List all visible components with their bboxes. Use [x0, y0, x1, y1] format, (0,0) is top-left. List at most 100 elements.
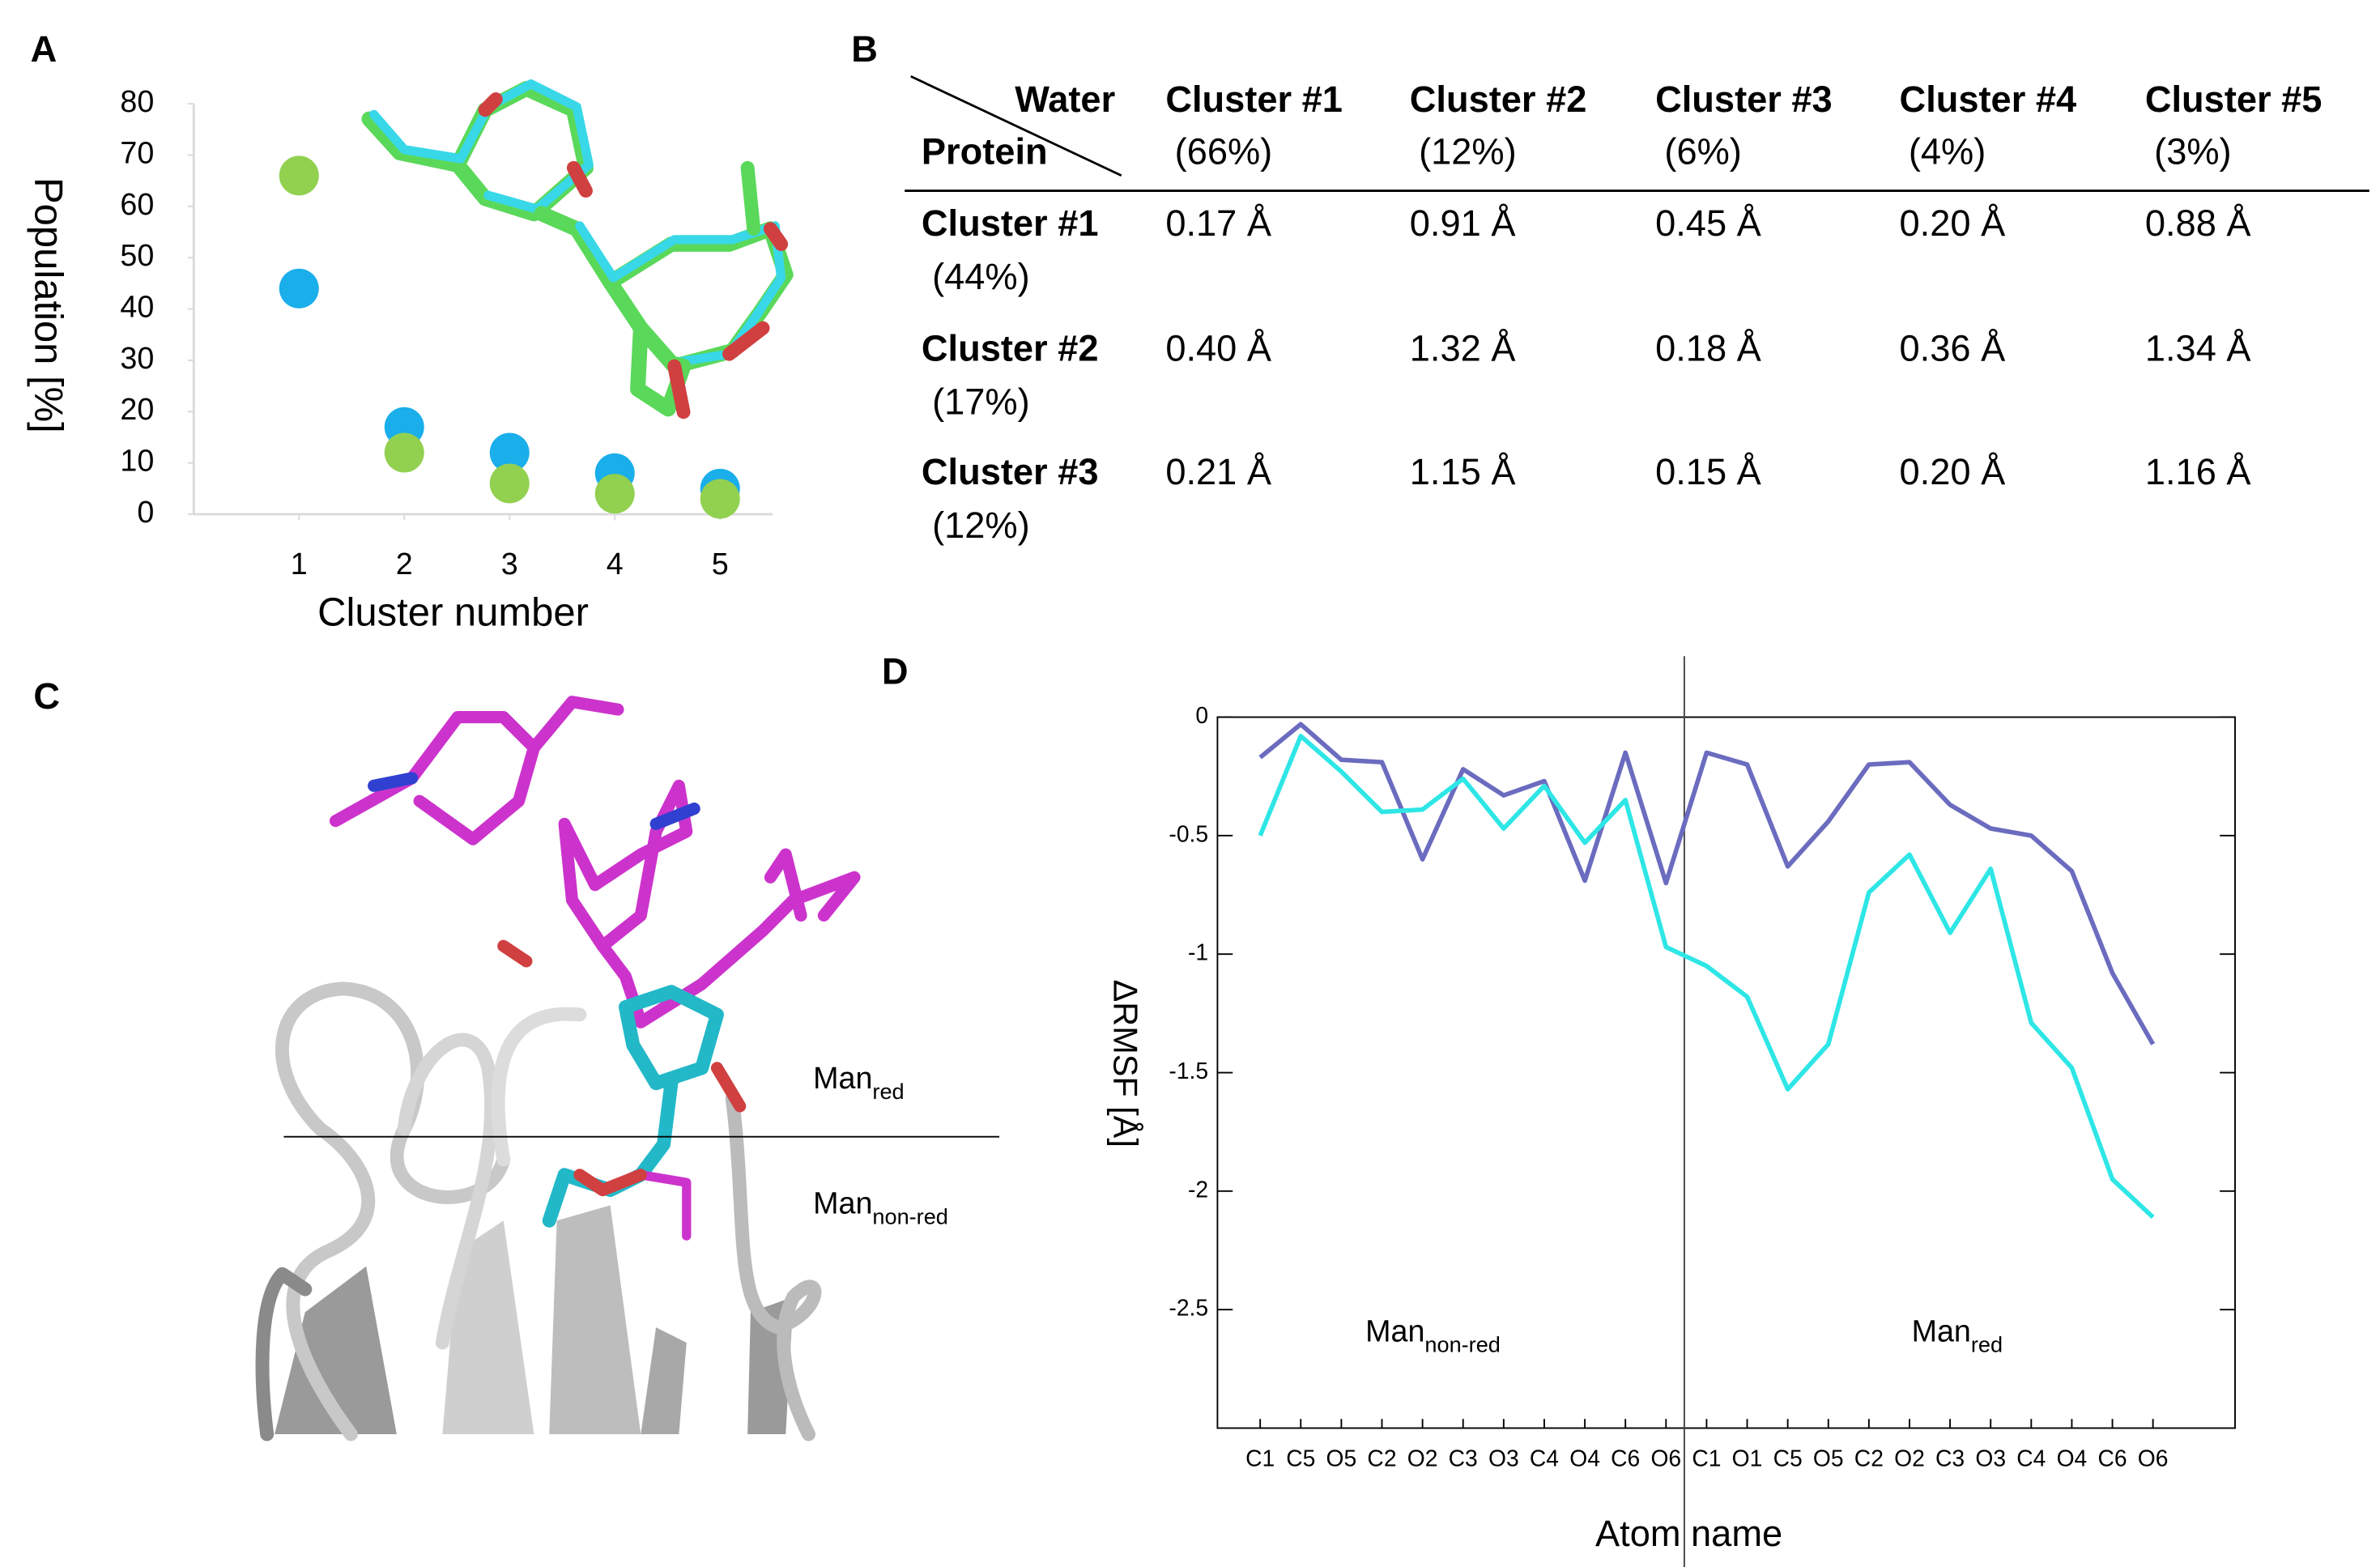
- x-tick-label: C5: [1286, 1446, 1315, 1471]
- table-cell: 0.36 Å: [1900, 327, 2007, 368]
- column-header: Cluster #1: [1165, 79, 1343, 120]
- label-main: Man: [813, 1186, 872, 1220]
- x-tick-label: O4: [2057, 1446, 2088, 1471]
- x-tick-label: 3: [501, 547, 518, 581]
- y-tick-label: -0.5: [1169, 820, 1208, 846]
- x-tick-label: C4: [1530, 1446, 1559, 1471]
- structure-label: Mannon-red: [813, 1186, 948, 1228]
- y-tick-label: -1.5: [1169, 1058, 1208, 1084]
- x-axis-label: Cluster number: [317, 590, 589, 634]
- x-tick-label: C1: [1692, 1446, 1721, 1471]
- x-tick-label: C6: [2097, 1446, 2127, 1471]
- column-header: Cluster #4: [1900, 79, 2077, 120]
- table-cell: 1.15 Å: [1410, 451, 1517, 492]
- corner-column: Water: [1015, 79, 1115, 120]
- scatter-point: [279, 268, 319, 309]
- scatter-point: [384, 432, 424, 473]
- y-tick-label: 0: [137, 495, 154, 529]
- x-tick-label: O2: [1894, 1446, 1925, 1471]
- label-sub: red: [1971, 1331, 2003, 1356]
- row-header: Cluster #3: [922, 451, 1099, 492]
- x-tick-label: O1: [1732, 1446, 1763, 1471]
- label-sub: red: [872, 1079, 904, 1104]
- row-share: (12%): [932, 505, 1030, 546]
- y-axis-label: ΔRMSF [Å]: [1107, 980, 1145, 1148]
- scatter-point: [279, 155, 319, 196]
- column-share: (4%): [1909, 130, 1986, 172]
- x-tick-label: 4: [607, 547, 624, 581]
- row-header: Cluster #2: [922, 327, 1099, 368]
- y-tick-label: 60: [120, 187, 154, 221]
- table-cell: 0.45 Å: [1655, 202, 1762, 244]
- column-share: (6%): [1664, 130, 1741, 172]
- y-tick-label: 50: [120, 238, 154, 272]
- x-axis-label: Atom name: [1595, 1513, 1782, 1554]
- series-line: [1258, 722, 2156, 1045]
- row-share: (17%): [932, 381, 1030, 422]
- panel-label: D: [882, 651, 909, 692]
- x-tick-label: O5: [1813, 1446, 1844, 1471]
- table-cell: 0.17 Å: [1165, 202, 1272, 244]
- x-tick-label: O4: [1569, 1446, 1600, 1471]
- x-tick-label: C3: [1449, 1446, 1478, 1471]
- y-tick-label: -1: [1188, 939, 1208, 965]
- row-header: Cluster #1: [922, 202, 1099, 244]
- molecule-a: [361, 79, 794, 419]
- label-sub: non-red: [872, 1203, 947, 1228]
- y-tick-label: 70: [120, 135, 154, 169]
- x-tick-label: 2: [396, 547, 413, 581]
- x-tick-label: C3: [1935, 1446, 1965, 1471]
- y-tick-label: 40: [120, 290, 154, 324]
- x-tick-label: O3: [1488, 1446, 1519, 1471]
- x-tick-label: C1: [1245, 1446, 1275, 1471]
- y-tick-label: 80: [120, 84, 154, 118]
- x-tick-label: C4: [2016, 1446, 2046, 1471]
- series-line: [1258, 734, 2155, 1220]
- table-cell: 0.15 Å: [1655, 451, 1762, 492]
- annotation: Mannon-red: [1365, 1314, 1501, 1357]
- column-share: (66%): [1175, 130, 1273, 172]
- panel-label: C: [33, 675, 60, 717]
- corner-row: Protein: [922, 130, 1048, 172]
- x-tick-label: O6: [1650, 1446, 1681, 1471]
- column-share: (3%): [2154, 130, 2231, 172]
- corner-diagonal: [910, 75, 1122, 177]
- table-cell: 0.18 Å: [1655, 327, 1762, 368]
- scatter-point: [700, 479, 740, 519]
- y-tick-label: 20: [120, 392, 154, 426]
- x-tick-label: O2: [1407, 1446, 1438, 1471]
- structure-c: [255, 696, 861, 1441]
- column-header: Cluster #2: [1410, 79, 1587, 120]
- x-tick-label: C2: [1854, 1446, 1884, 1471]
- row-share: (44%): [932, 256, 1030, 297]
- x-tick-label: C2: [1367, 1446, 1396, 1471]
- table-cell: 1.34 Å: [2145, 327, 2252, 368]
- annotation: Manred: [1912, 1314, 2003, 1357]
- label-main: Man: [1912, 1314, 1971, 1348]
- x-tick-label: O3: [1975, 1446, 2006, 1471]
- table-cell: 0.20 Å: [1900, 451, 2007, 492]
- table-cell: 0.91 Å: [1410, 202, 1517, 244]
- x-tick-label: C5: [1773, 1446, 1803, 1471]
- y-tick-label: -2.5: [1169, 1295, 1208, 1321]
- y-tick-label: 10: [120, 444, 154, 478]
- scatter-point: [489, 463, 530, 504]
- label-main: Man: [1365, 1314, 1424, 1348]
- x-tick-label: 1: [291, 547, 308, 581]
- column-header: Cluster #3: [1655, 79, 1833, 120]
- table-cell: 1.32 Å: [1410, 327, 1517, 368]
- scatter-point: [489, 432, 530, 473]
- table-cell: 1.16 Å: [2145, 451, 2252, 492]
- x-tick-label: C6: [1611, 1446, 1640, 1471]
- y-tick-label: 30: [120, 341, 154, 375]
- x-tick-label: 5: [712, 547, 729, 581]
- structure-label: Manred: [813, 1061, 904, 1104]
- y-tick-label: 0: [1195, 702, 1208, 728]
- label-sub: non-red: [1424, 1331, 1500, 1356]
- table-cell: 0.40 Å: [1165, 327, 1272, 368]
- table-cell: 0.20 Å: [1900, 202, 2007, 244]
- panel-label: A: [31, 28, 57, 70]
- x-tick-label: O6: [2138, 1446, 2169, 1471]
